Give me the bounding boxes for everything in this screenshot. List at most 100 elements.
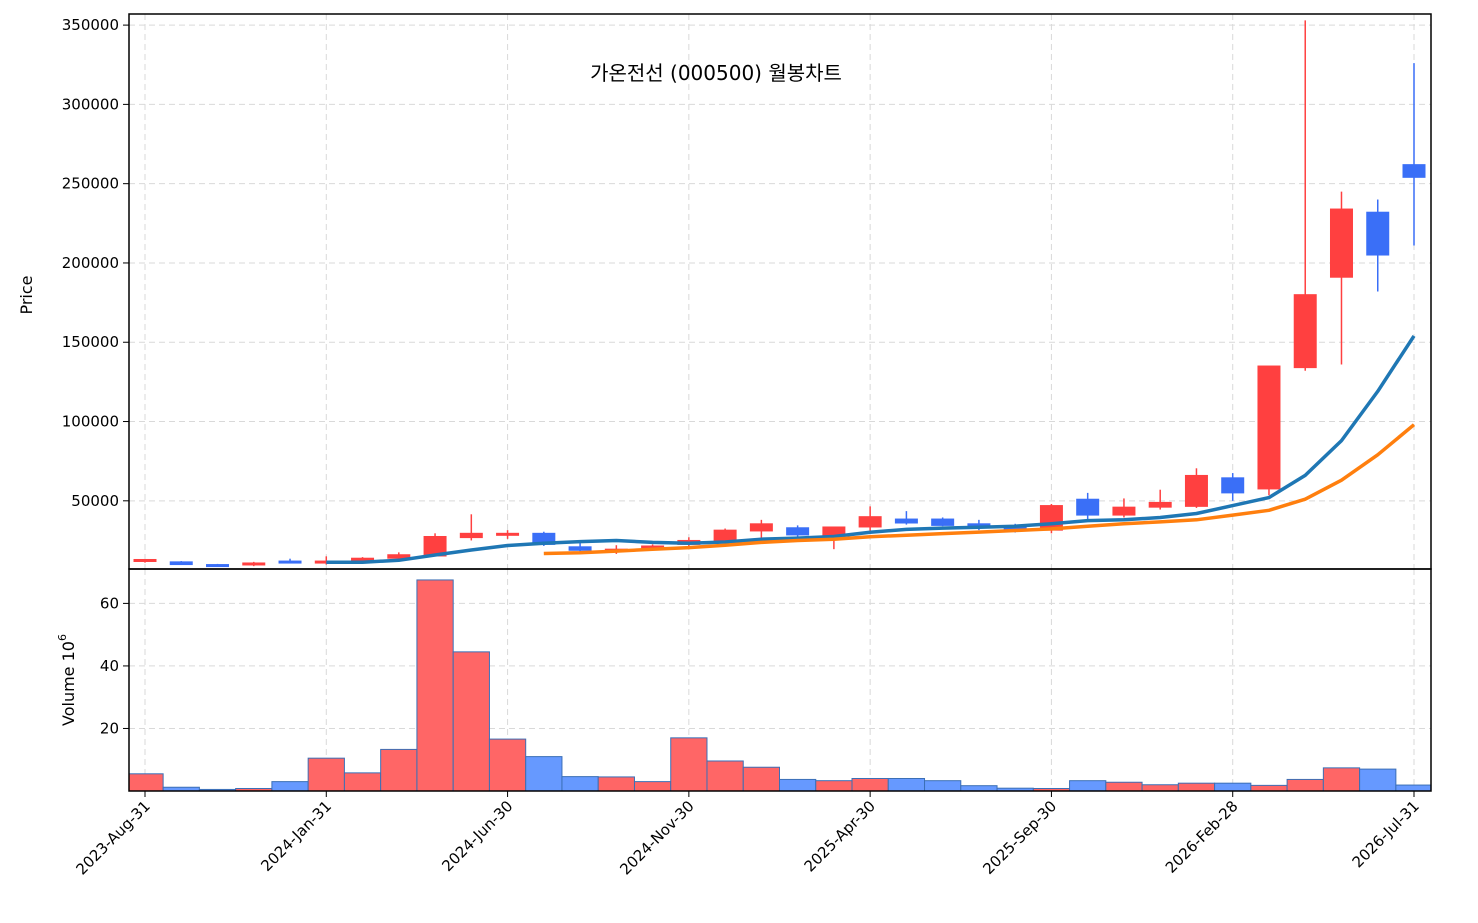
volume-bar — [307, 757, 345, 792]
volume-bar — [271, 781, 309, 792]
moving-average-line — [543, 423, 1416, 556]
volume-bar — [1395, 784, 1432, 792]
candle-body — [713, 529, 737, 541]
volume-y-tick-label: 20 — [100, 719, 119, 737]
candle-body — [1329, 208, 1353, 278]
volume-bar — [742, 766, 780, 792]
candle-body — [1184, 474, 1208, 507]
volume-bar — [887, 777, 926, 792]
y-tick-label: 150000 — [62, 333, 119, 351]
volume-y-tick-label: 60 — [100, 594, 119, 612]
y-tick-label: 50000 — [71, 492, 119, 510]
volume-bar — [561, 776, 599, 792]
candle-body — [278, 560, 302, 564]
candle-body — [496, 532, 520, 536]
y-tick-label: 100000 — [62, 413, 119, 431]
volume-bar — [452, 651, 490, 792]
candle-body — [387, 554, 411, 559]
candle — [1076, 492, 1100, 520]
volume-bar — [488, 738, 527, 792]
candle — [1221, 473, 1245, 501]
volume-bar — [1359, 768, 1397, 792]
candle — [1402, 63, 1426, 246]
volume-bar — [779, 778, 817, 792]
candle-body — [1076, 498, 1100, 516]
chart-title: 가온전선 (000500) 월봉차트 — [590, 61, 842, 85]
volume-bar — [670, 737, 708, 792]
volume-bar — [1286, 778, 1324, 792]
candle-body — [133, 558, 157, 562]
candle-body — [1039, 505, 1063, 531]
volume-label-text: Volume — [59, 666, 78, 726]
candle-body — [858, 516, 882, 528]
volume-bar — [1105, 781, 1143, 792]
volume-bar — [633, 781, 672, 792]
volume-bar — [924, 780, 962, 792]
volume-bar — [1069, 780, 1107, 792]
volume-bar — [343, 772, 382, 792]
candle — [1257, 365, 1281, 496]
y-axis-label-volume: Volume 106 — [56, 634, 78, 726]
candle — [749, 519, 773, 540]
y-tick-label: 200000 — [62, 254, 119, 272]
candle — [1293, 20, 1317, 371]
volume-bar — [1141, 784, 1179, 792]
candle-body — [749, 523, 773, 532]
candle-body — [1402, 164, 1426, 178]
candle — [1112, 498, 1136, 518]
candle — [459, 514, 483, 541]
volume-bar — [416, 579, 454, 792]
candle — [496, 530, 520, 539]
candle-body — [931, 518, 955, 526]
candle — [1366, 199, 1390, 292]
candle — [206, 563, 230, 568]
candle — [894, 511, 918, 525]
volume-bar — [525, 756, 563, 792]
volume-bar — [706, 760, 744, 792]
candle-body — [206, 564, 230, 568]
volume-bar — [815, 780, 853, 792]
volume-y-tick-label: 40 — [100, 657, 119, 675]
candle — [387, 552, 411, 560]
candle — [858, 506, 882, 531]
volume-bar — [597, 776, 635, 792]
candle — [242, 561, 266, 567]
volume-bar — [960, 785, 998, 792]
candle-body — [1293, 294, 1317, 369]
candle — [568, 542, 592, 552]
candle-body — [1112, 506, 1136, 516]
y-tick-label: 250000 — [62, 175, 119, 193]
candle — [278, 558, 302, 564]
volume-bar — [1322, 767, 1361, 792]
candle-body — [1257, 365, 1281, 490]
candle-body — [1148, 501, 1172, 508]
candle-body — [459, 532, 483, 539]
candle-body — [568, 546, 592, 551]
candle — [1329, 191, 1353, 365]
moving-average-line — [326, 334, 1416, 565]
candle — [169, 561, 193, 566]
volume-bar — [380, 748, 418, 792]
y-tick-label: 300000 — [62, 95, 119, 113]
y-axis-label-price: Price — [17, 275, 36, 314]
candle-body — [169, 561, 193, 566]
candle-body — [242, 562, 266, 566]
candle — [1148, 489, 1172, 510]
candle-body — [894, 518, 918, 524]
volume-bars — [128, 579, 1432, 792]
moving-average-lines — [326, 334, 1416, 565]
volume-bar — [1250, 784, 1288, 792]
volume-exponent: 6 — [56, 634, 69, 641]
candle — [1184, 468, 1208, 508]
volume-panel-frame — [128, 568, 1432, 792]
candle-body — [1221, 477, 1245, 494]
candle — [133, 558, 157, 563]
volume-bar — [1177, 782, 1216, 792]
volume-bar — [128, 773, 164, 792]
candle-body — [786, 527, 810, 536]
candle-body — [1366, 211, 1390, 256]
y-tick-label: 350000 — [62, 16, 119, 34]
volume-bar — [1214, 782, 1252, 792]
candle — [931, 517, 955, 527]
